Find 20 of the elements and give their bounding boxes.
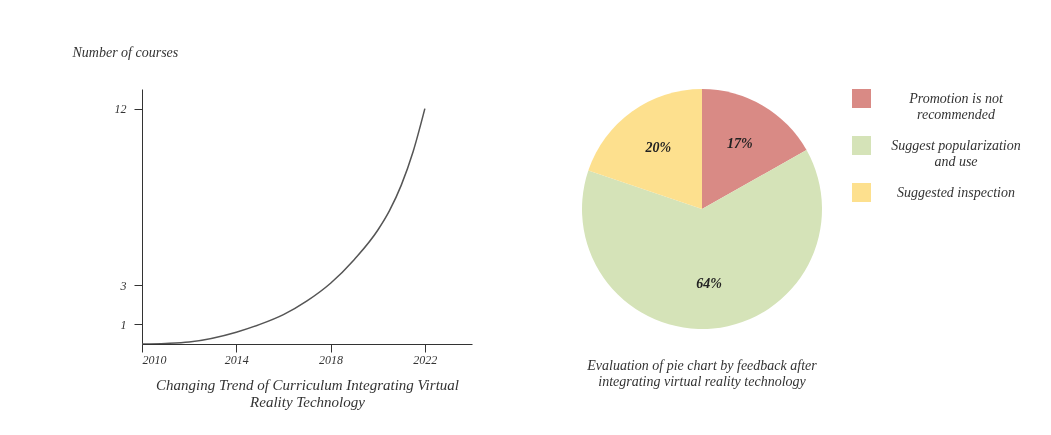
data-label: 17%	[727, 136, 753, 152]
y-tick-label: 12	[114, 102, 127, 117]
pie-slice	[702, 89, 807, 209]
line-series	[142, 107, 426, 344]
y-tick-label: 1	[120, 317, 127, 332]
x-tick-label: 2022	[413, 352, 438, 367]
y-axis-title: Number of courses	[71, 44, 179, 60]
x-tick-label: 2014	[224, 352, 249, 367]
slice-label: Promotion is not recommended	[908, 90, 1004, 122]
data-label: 20%	[644, 140, 672, 156]
data-label: 64%	[696, 275, 722, 291]
legend-label: Suggested inspection	[897, 184, 1015, 200]
x-axis-title: Changing Trend of Curriculum Integrating Virtual Reality Technology	[156, 376, 459, 410]
pie-slice	[582, 150, 822, 329]
y-tick-label: 3	[119, 278, 127, 293]
pie-slice	[588, 89, 702, 209]
text: Evaluation of pie chart by feedback after integrating virtual reality technology	[586, 358, 818, 389]
x-tick-label: 2018	[319, 352, 344, 367]
x-tick-label: 2010	[142, 352, 167, 367]
legend-label: Suggest popularization and use	[891, 137, 1021, 169]
